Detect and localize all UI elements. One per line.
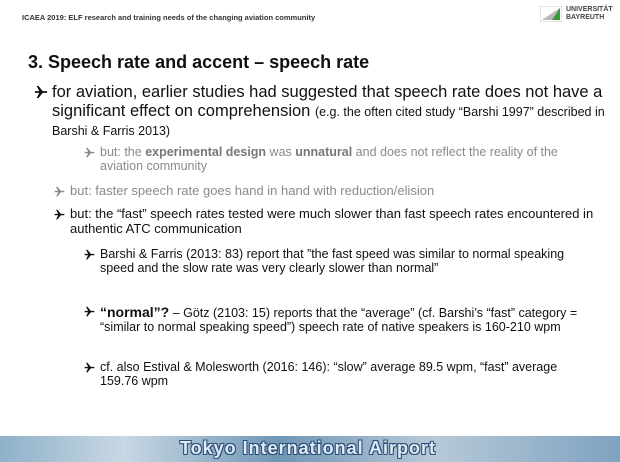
bullet-text: – Götz (2103: 15) reports that the “aver… <box>100 306 577 334</box>
logo-icon <box>540 6 562 22</box>
bullet-icon <box>84 306 95 317</box>
bullet: “normal”? – Götz (2103: 15) reports that… <box>100 304 580 335</box>
banner-text: Tokyo International Airport <box>180 438 436 459</box>
plane-icon <box>85 307 95 317</box>
bullet: but: faster speech rate goes hand in han… <box>70 184 605 199</box>
bullet-icon <box>84 147 95 158</box>
plane-icon <box>85 363 95 373</box>
bullet-text: experimental design <box>145 145 266 159</box>
plane-icon <box>35 86 47 98</box>
plane-icon <box>55 187 65 197</box>
bullet-text: Barshi & Farris (2013: 83) report that ”… <box>100 247 564 275</box>
bullet: but: the experimental design was unnatur… <box>100 145 580 174</box>
logo-text: UNIVERSITÄT <box>566 6 613 14</box>
bullet: cf. also Estival & Molesworth (2016: 146… <box>100 360 580 389</box>
bullet-text: was <box>266 145 295 159</box>
plane-icon <box>85 148 95 158</box>
bullet-icon <box>34 85 48 99</box>
logo-text: BAYREUTH <box>566 14 613 22</box>
bullet: for aviation, earlier studies had sugges… <box>52 83 607 140</box>
bullet-icon <box>84 249 95 260</box>
bullet: Barshi & Farris (2013: 83) report that ”… <box>100 247 580 276</box>
bullet: but: the “fast” speech rates tested were… <box>70 207 605 237</box>
bullet-icon <box>84 362 95 373</box>
bullet-text: unnatural <box>295 145 352 159</box>
bullet-icon <box>54 209 65 220</box>
bullet-text: but: faster speech rate goes hand in han… <box>70 183 434 198</box>
bullet-icon <box>54 186 65 197</box>
bullet-text: but: the <box>100 145 145 159</box>
plane-icon <box>55 210 65 220</box>
bullet-text: but: the “fast” speech rates tested were… <box>70 206 593 236</box>
footer-banner: Tokyo International Airport <box>0 436 620 462</box>
slide-title: 3. Speech rate and accent – speech rate <box>28 52 369 73</box>
bullet-text: “normal”? <box>100 304 169 320</box>
bullet-text: cf. also Estival & Molesworth (2016: 146… <box>100 360 557 388</box>
slide: ICAEA 2019: ELF research and training ne… <box>0 0 620 462</box>
plane-icon <box>85 250 95 260</box>
conference-header: ICAEA 2019: ELF research and training ne… <box>22 13 315 22</box>
